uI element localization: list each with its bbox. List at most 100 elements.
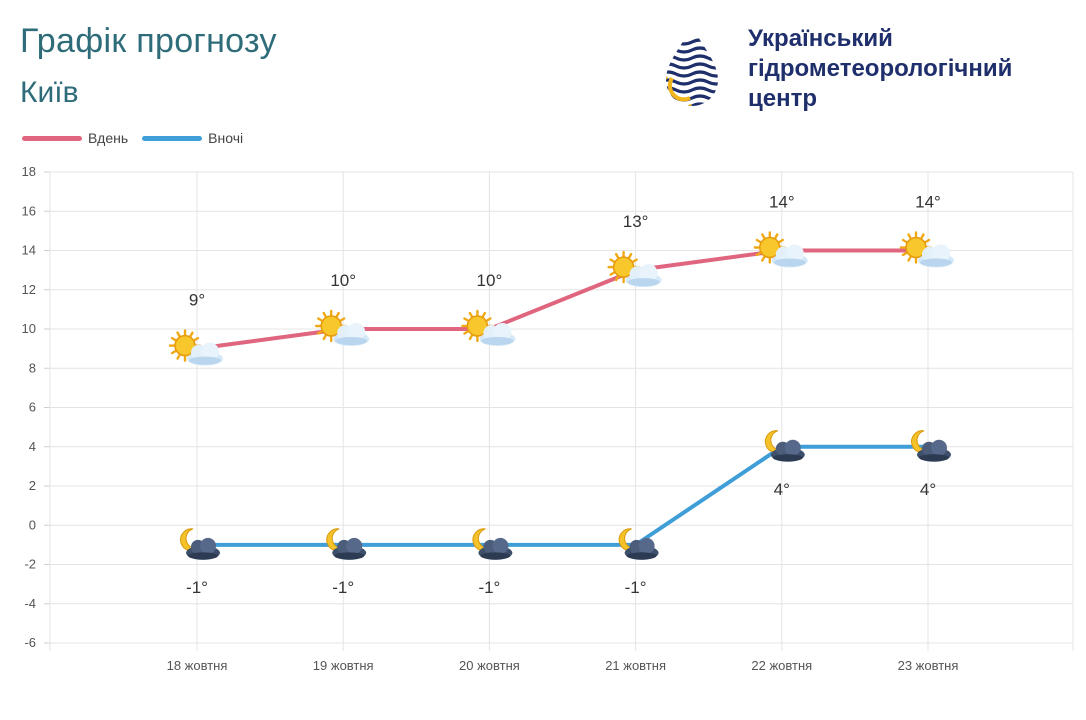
y-tick-label: 2 [29,478,36,493]
sun-disc [174,334,196,357]
cloud-icon [918,244,954,268]
sun-disc [466,315,489,337]
dark-cloud-icon [917,439,951,462]
point-day [168,329,223,366]
y-tick-label: -4 [24,596,36,611]
y-tick-label: 14 [22,243,36,258]
city-subtitle: Київ [20,76,79,109]
sun-ray [778,238,784,244]
sun-icon [607,250,640,284]
legend-label-night: Вночі [208,130,244,146]
cloud-shade [920,258,952,267]
line-night [195,444,930,547]
sun-disc [320,315,342,337]
cloud-puff [201,342,219,361]
sun-ray [463,317,470,322]
data-label-night: -1° [332,578,354,597]
y-tick-label: 16 [22,203,36,218]
sun-ray [627,252,633,259]
cloud-puff [346,537,363,554]
sun-disc [612,256,635,278]
sun-ray [907,255,912,262]
cloud-puff [785,244,804,263]
legend-label-day: Вдень [88,130,129,146]
cloud-shade [481,337,514,345]
cloud-shade [335,337,368,345]
data-label-day: 9° [189,291,205,310]
sun-ray [481,311,487,318]
dark-cloud-icon [770,439,805,462]
sun-ray [463,330,470,335]
cloud-shade [626,552,657,560]
data-label-night: -1° [186,578,208,597]
sun-ray [920,233,925,240]
cloud-shade [189,356,221,365]
sun-ray [609,258,616,263]
cloud-shade [773,258,806,267]
sun-ray [761,255,766,262]
sun-disc [759,236,781,259]
cloud-shade [772,454,803,462]
point-night [764,430,805,462]
data-label-night: 4° [920,480,936,499]
sun-ray [468,334,474,341]
data-label-night: -1° [478,578,500,597]
sun-ray [468,311,474,318]
y-tick-label: 10 [22,321,36,336]
legend-item-day: Вдень [22,130,128,146]
legend-swatch-day [22,135,82,141]
cloud-puff [200,537,216,554]
x-tick-label: 21 жовтня [605,658,666,673]
x-tick-label: 23 жовтня [898,658,959,673]
y-tick-label: 18 [22,164,36,179]
cloud-shade [919,454,949,462]
sun-disc [905,236,927,259]
data-label-day: 10° [330,271,356,290]
y-tick-label: -2 [24,557,36,572]
data-label-day: 13° [623,212,649,231]
cloud-puff [638,537,655,554]
cloud-icon [771,244,808,268]
organization-block: Український гідрометеорологічний центр [660,24,1080,116]
sun-ray [631,258,638,263]
sun-ray [755,238,762,244]
dark-cloud-icon [624,537,659,560]
cloud-puff [493,323,512,341]
cloud-shade [627,278,660,287]
sun-ray [614,275,620,282]
series-night: -1° -1° -1° -1° 4° 4° [180,430,951,597]
dark-cloud-icon [186,537,220,560]
point-day [461,309,516,346]
series-day: 9° 10° 10° 13° 14° 14° [168,193,954,366]
sun-ray [907,233,912,240]
legend-item-night: Вночі [142,130,243,146]
sun-ray [176,353,181,360]
sun-ray [335,311,340,318]
hydromet-drop-logo-icon [666,38,718,106]
x-tick-label: 19 жовтня [313,658,374,673]
organization-name: Український гідрометеорологічний центр [748,25,1013,112]
sun-ray [170,349,177,355]
point-day [753,231,808,268]
cloud-icon [479,323,516,346]
cloud-shade [480,552,511,560]
cloud-icon [625,264,662,288]
sun-ray [170,336,177,342]
sun-ray [189,331,194,338]
sun-ray [761,233,766,240]
sun-icon [168,329,202,362]
line-day [195,248,930,351]
sun-ray [322,311,327,318]
point-night [180,528,220,560]
legend-swatch-night [142,135,203,141]
sun-ray [901,238,908,244]
x-tick-label: 22 жовтня [751,658,812,673]
point-night [911,430,951,462]
data-label-day: 14° [915,193,941,212]
data-label-day: 14° [769,193,795,212]
point-day [607,250,662,288]
point-night [472,528,513,560]
data-label-day: 10° [477,271,503,290]
sun-ray [193,336,200,342]
